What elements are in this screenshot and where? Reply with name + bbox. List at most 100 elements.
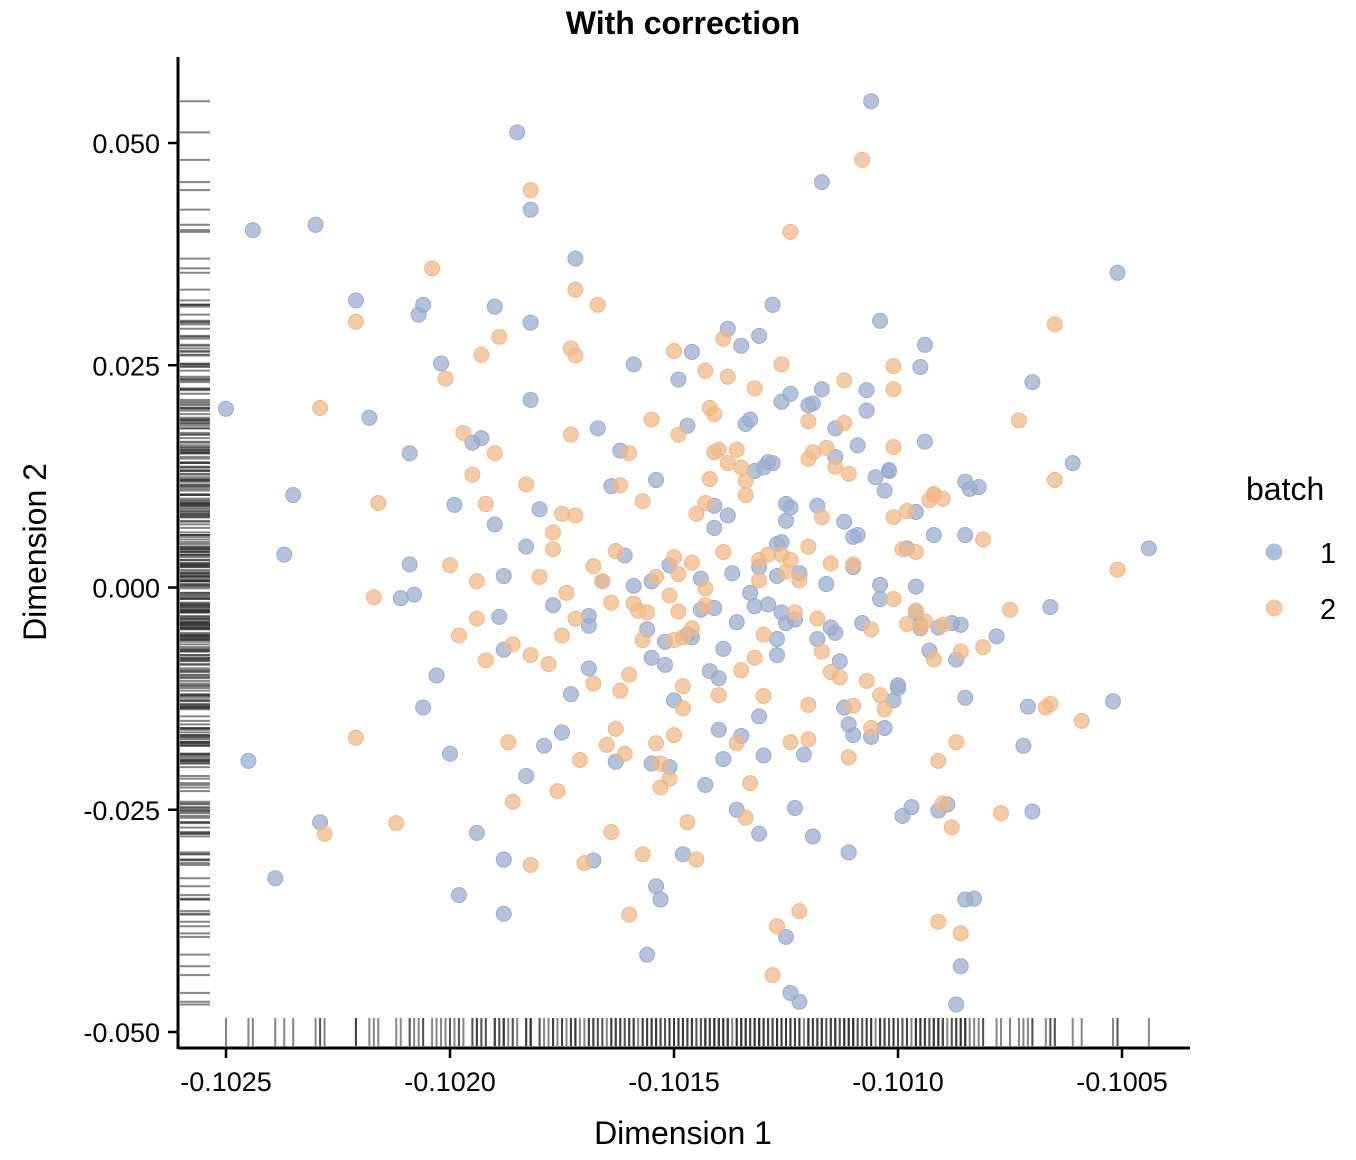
point-batch-1 [957,527,974,544]
point-batch-1 [1064,455,1081,472]
point-batch-1 [751,327,768,344]
point-batch-2 [885,439,902,456]
point-batch-2 [1010,412,1027,429]
point-batch-1 [849,527,866,544]
point-batch-1 [764,455,781,472]
point-batch-2 [782,223,799,240]
point-batch-2 [737,487,754,504]
x-tick-label: -0.1025 [180,1067,272,1097]
point-batch-2 [952,925,969,942]
point-batch-2 [885,509,902,526]
point-batch-2 [764,967,781,984]
point-batch-2 [670,603,687,620]
point-batch-1 [450,887,467,904]
point-batch-2 [612,682,629,699]
point-batch-2 [486,445,503,462]
point-batch-1 [486,298,503,315]
point-batch-2 [822,555,839,572]
point-batch-2 [1042,695,1059,712]
point-batch-1 [876,482,893,499]
point-batch-1 [751,708,768,725]
point-batch-1 [804,395,821,412]
point-batch-2 [621,906,638,923]
point-batch-1 [1024,803,1041,820]
point-batch-2 [943,819,960,836]
point-batch-1 [872,312,889,329]
point-batch-2 [670,426,687,443]
point-batch-1 [531,501,548,518]
point-batch-2 [648,735,665,752]
point-batch-1 [244,222,261,239]
point-batch-1 [240,752,257,769]
y-axis-title: Dimension 2 [17,463,53,641]
point-batch-2 [751,572,768,589]
point-batch-2 [827,458,844,475]
point-batch-1 [782,499,799,516]
point-batch-2 [643,411,660,428]
point-batch-1 [683,343,700,360]
point-batch-2 [312,399,329,416]
point-batch-2 [603,594,620,611]
point-batch-2 [477,652,494,669]
point-batch-1 [670,371,687,388]
point-batch-1 [468,824,485,841]
point-batch-1 [849,437,866,454]
point-batch-2 [634,631,651,648]
point-batch-1 [952,958,969,975]
x-tick-label: -0.1020 [404,1067,496,1097]
point-batch-2 [522,647,539,664]
point-batch-2 [442,557,458,574]
point-batch-1 [406,586,423,603]
legend-label-1: 1 [1320,538,1336,570]
point-batch-2 [715,330,732,347]
point-batch-2 [930,752,947,769]
point-batch-1 [724,565,741,582]
point-batch-2 [424,260,441,277]
point-batch-2 [634,846,651,863]
y-tick-label: 0.050 [92,129,160,159]
point-batch-2 [1046,471,1063,488]
point-batch-1 [907,578,924,595]
point-batch-2 [813,643,830,660]
point-batch-1 [495,851,512,868]
point-batch-2 [831,669,848,686]
point-batch-2 [679,814,696,831]
point-batch-2 [715,543,732,560]
point-batch-1 [858,402,875,419]
point-batch-2 [836,415,853,432]
point-batch-1 [536,737,553,754]
point-batch-1 [648,471,665,488]
point-batch-2 [683,554,700,571]
point-batch-1 [952,616,969,633]
point-batch-2 [737,809,754,826]
point-batch-1 [401,556,418,573]
point-batch-1 [267,870,284,887]
point-batch-2 [518,476,535,493]
point-batch-2 [898,503,915,520]
point-batch-2 [666,549,682,566]
point-batch-2 [634,493,651,510]
point-batch-2 [1109,561,1126,578]
point-batch-2 [545,524,562,541]
point-batch-2 [800,413,817,430]
point-batch-2 [670,566,687,583]
point-batch-1 [415,699,432,716]
point-batch-1 [988,628,1005,645]
point-batch-2 [545,541,562,558]
point-batch-1 [347,292,364,309]
x-tick-label: -0.1010 [852,1067,944,1097]
point-batch-2 [365,589,382,606]
point-batch-2 [934,795,951,812]
point-batch-2 [540,655,557,672]
point-batch-1 [751,825,768,842]
point-batch-2 [925,651,942,668]
legend-label-2: 2 [1320,594,1336,626]
point-batch-2 [934,490,951,507]
point-batch-1 [867,469,884,486]
legend: batch 1 2 [1246,471,1336,626]
point-batch-1 [769,631,786,648]
point-batch-2 [706,406,723,423]
point-batch-2 [800,731,817,748]
point-batch-2 [733,662,750,679]
